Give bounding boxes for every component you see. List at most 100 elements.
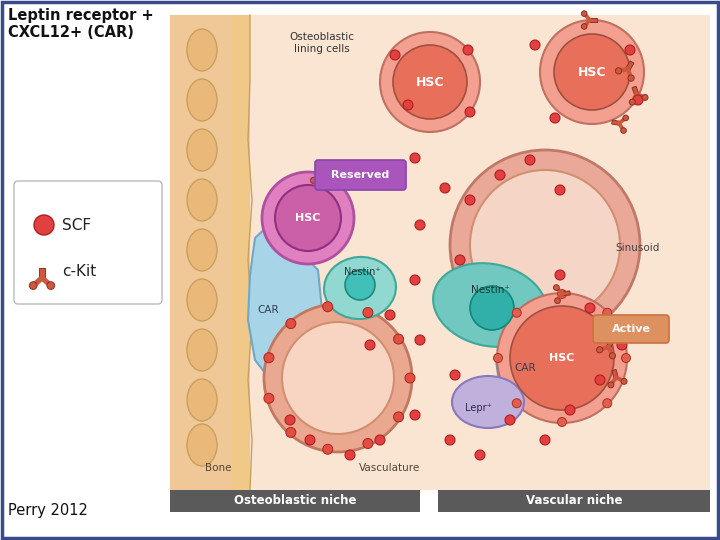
- Circle shape: [512, 399, 521, 408]
- Polygon shape: [320, 171, 328, 180]
- Ellipse shape: [187, 329, 217, 371]
- Ellipse shape: [187, 424, 217, 466]
- Ellipse shape: [187, 29, 217, 71]
- Polygon shape: [496, 335, 558, 392]
- Text: SCF: SCF: [62, 218, 91, 233]
- Circle shape: [617, 340, 627, 350]
- Polygon shape: [626, 61, 634, 70]
- Ellipse shape: [187, 279, 217, 321]
- Text: Osteoblastic
lining cells: Osteoblastic lining cells: [289, 32, 354, 53]
- Circle shape: [603, 308, 612, 317]
- Ellipse shape: [187, 79, 217, 121]
- Circle shape: [505, 415, 515, 425]
- Circle shape: [582, 11, 587, 16]
- Circle shape: [440, 183, 450, 193]
- Polygon shape: [562, 291, 570, 296]
- Circle shape: [470, 170, 620, 320]
- Circle shape: [282, 322, 394, 434]
- Circle shape: [262, 172, 354, 264]
- Ellipse shape: [187, 379, 217, 421]
- Circle shape: [621, 379, 627, 384]
- Circle shape: [628, 75, 634, 81]
- Circle shape: [595, 375, 605, 385]
- Text: Leptin receptor +
CXCL12+ (CAR): Leptin receptor + CXCL12+ (CAR): [8, 8, 153, 40]
- Text: Reserved: Reserved: [331, 170, 389, 180]
- Text: Lepr⁺: Lepr⁺: [464, 403, 492, 413]
- Circle shape: [525, 155, 535, 165]
- Polygon shape: [40, 268, 45, 278]
- Circle shape: [642, 94, 648, 100]
- Circle shape: [565, 405, 575, 415]
- Ellipse shape: [324, 257, 396, 319]
- Circle shape: [264, 393, 274, 403]
- Ellipse shape: [452, 376, 524, 428]
- Circle shape: [597, 347, 603, 353]
- Text: Vasculature: Vasculature: [359, 463, 420, 473]
- Circle shape: [465, 195, 475, 205]
- Text: Sinusoid: Sinusoid: [615, 243, 660, 253]
- Circle shape: [633, 95, 643, 105]
- Circle shape: [365, 340, 375, 350]
- Circle shape: [609, 353, 616, 359]
- Circle shape: [405, 373, 415, 383]
- Polygon shape: [612, 120, 619, 125]
- Circle shape: [603, 399, 612, 408]
- Circle shape: [495, 170, 505, 180]
- Circle shape: [385, 310, 395, 320]
- Circle shape: [450, 370, 460, 380]
- Ellipse shape: [187, 179, 217, 221]
- Text: Nestin⁺: Nestin⁺: [343, 267, 380, 277]
- Circle shape: [585, 303, 595, 313]
- Circle shape: [393, 45, 467, 119]
- Circle shape: [264, 304, 412, 452]
- Circle shape: [530, 40, 540, 50]
- Circle shape: [415, 220, 425, 230]
- Circle shape: [540, 435, 550, 445]
- Circle shape: [625, 45, 635, 55]
- Circle shape: [363, 307, 373, 318]
- Polygon shape: [632, 86, 639, 95]
- Circle shape: [557, 289, 567, 299]
- Polygon shape: [248, 222, 322, 382]
- Circle shape: [465, 107, 475, 117]
- Circle shape: [557, 417, 567, 427]
- Circle shape: [394, 334, 404, 344]
- Text: HSC: HSC: [549, 353, 575, 363]
- Circle shape: [410, 275, 420, 285]
- Ellipse shape: [187, 229, 217, 271]
- Circle shape: [34, 215, 54, 235]
- Circle shape: [410, 153, 420, 163]
- Circle shape: [305, 435, 315, 445]
- Text: Perry 2012: Perry 2012: [8, 503, 88, 517]
- Circle shape: [582, 24, 587, 29]
- Circle shape: [385, 170, 395, 180]
- Bar: [170, 15, 235, 490]
- Text: HSC: HSC: [295, 213, 320, 223]
- Circle shape: [285, 415, 295, 425]
- Circle shape: [555, 185, 565, 195]
- FancyBboxPatch shape: [593, 315, 669, 343]
- Text: CAR: CAR: [514, 363, 536, 373]
- Circle shape: [550, 113, 560, 123]
- Circle shape: [493, 354, 503, 362]
- Circle shape: [554, 298, 560, 303]
- Circle shape: [455, 255, 465, 265]
- Circle shape: [286, 428, 296, 437]
- FancyBboxPatch shape: [315, 160, 406, 190]
- Circle shape: [450, 150, 640, 340]
- Circle shape: [323, 444, 333, 454]
- Circle shape: [540, 20, 644, 124]
- Circle shape: [497, 293, 627, 423]
- Circle shape: [363, 438, 373, 449]
- Circle shape: [410, 410, 420, 420]
- Circle shape: [345, 270, 375, 300]
- Circle shape: [445, 435, 455, 445]
- Circle shape: [608, 382, 614, 388]
- Circle shape: [264, 353, 274, 363]
- Text: HSC: HSC: [415, 76, 444, 89]
- Circle shape: [512, 308, 521, 317]
- Circle shape: [375, 435, 385, 445]
- Circle shape: [470, 286, 514, 330]
- Circle shape: [616, 68, 621, 74]
- Circle shape: [403, 100, 413, 110]
